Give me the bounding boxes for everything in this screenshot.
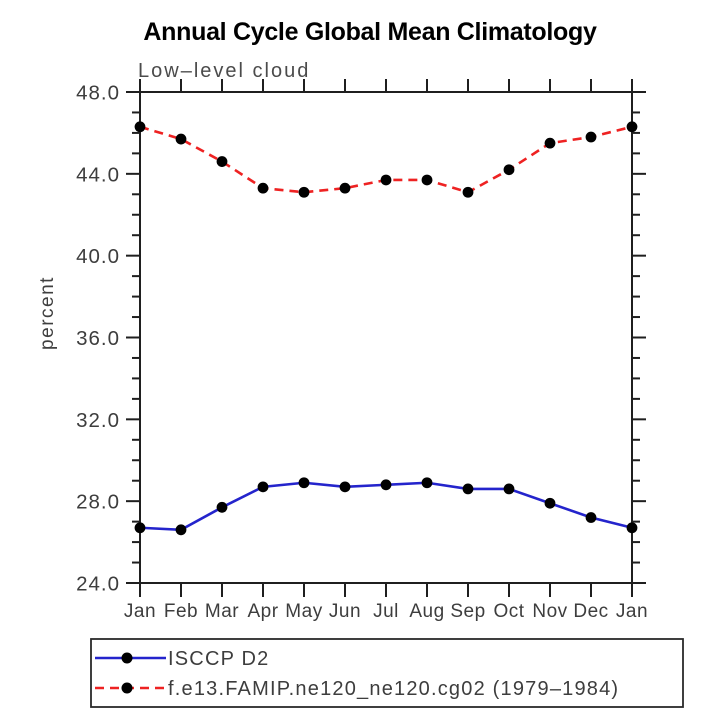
x-tick-label: Aug — [409, 601, 444, 622]
x-tick-label: Nov — [532, 601, 567, 622]
y-tick-label: 32.0 — [76, 409, 120, 432]
y-tick-label: 24.0 — [76, 573, 120, 596]
data-point-marker — [503, 483, 515, 495]
legend-label-isccp: ISCCP D2 — [168, 648, 270, 670]
y-tick-label: 44.0 — [76, 163, 120, 186]
data-point-marker — [380, 479, 392, 491]
data-point-marker — [421, 477, 433, 489]
x-tick-label: Apr — [247, 601, 278, 622]
x-tick-label: Sep — [450, 601, 485, 622]
data-point-marker — [626, 121, 638, 133]
axis-tick-labels: 24.0 28.0 32.0 36.0 40.0 44.0 48.0 Jan Feb Mar Apr… — [76, 82, 648, 623]
plot-frame — [139, 91, 633, 584]
x-tick-label: Jun — [329, 601, 361, 622]
chart-subtitle: Low–level cloud — [138, 60, 310, 82]
data-point-marker — [380, 174, 392, 186]
y-tick-label: 48.0 — [76, 82, 120, 105]
chart-title: Annual Cycle Global Mean Climatology — [143, 18, 597, 46]
data-point-marker — [462, 483, 474, 495]
data-point-marker — [298, 186, 310, 198]
data-point-marker — [585, 131, 597, 143]
legend-entry-model: f.e13.FAMIP.ne120_ne120.cg02 (1979–1984) — [95, 678, 619, 700]
data-point-marker — [298, 477, 310, 489]
y-axis-label: percent — [37, 276, 58, 350]
y-tick-label: 36.0 — [76, 327, 120, 350]
x-tick-label: Oct — [493, 601, 524, 622]
data-series — [134, 121, 638, 536]
data-point-marker — [585, 512, 597, 523]
data-point-marker — [257, 481, 269, 493]
data-point-marker — [216, 501, 228, 513]
x-tick-label: Feb — [164, 601, 198, 622]
x-tick-label: Jan — [124, 601, 156, 622]
x-tick-label: May — [285, 601, 322, 622]
y-tick-label: 28.0 — [76, 491, 120, 514]
legend-marker-dot — [121, 652, 133, 664]
data-point-marker — [257, 182, 269, 194]
legend-marker-dot — [121, 682, 133, 694]
data-point-marker — [134, 522, 146, 534]
legend-entry-isccp: ISCCP D2 — [95, 648, 270, 670]
data-point-marker — [175, 133, 187, 145]
legend-label-model: f.e13.FAMIP.ne120_ne120.cg02 (1979–1984) — [168, 678, 619, 700]
x-tick-label: Jul — [373, 601, 399, 622]
x-tick-label: Mar — [205, 601, 239, 622]
data-point-marker — [421, 174, 433, 186]
data-point-marker — [339, 481, 351, 493]
data-point-marker — [626, 522, 638, 534]
axis-ticks — [126, 79, 646, 597]
legend-box: ISCCP D2 f.e13.FAMIP.ne120_ne120.cg02 (1… — [90, 638, 684, 708]
data-point-marker — [216, 156, 228, 167]
data-point-marker — [134, 121, 146, 133]
y-tick-label: 40.0 — [76, 245, 120, 268]
data-point-marker — [462, 186, 474, 198]
x-tick-label: Dec — [573, 601, 608, 622]
data-point-marker — [503, 164, 515, 176]
legend-border — [90, 638, 684, 708]
data-point-marker — [544, 497, 556, 509]
x-tick-label: Jan — [616, 601, 648, 622]
data-point-marker — [339, 182, 351, 194]
data-point-marker — [544, 137, 556, 149]
data-point-marker — [175, 524, 187, 536]
